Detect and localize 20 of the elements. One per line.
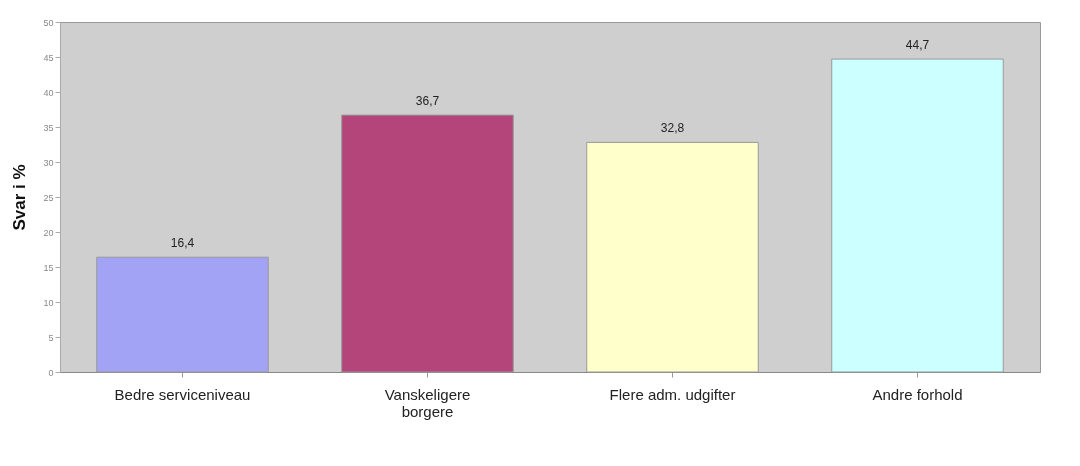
x-tick-label: Bedre serviceniveau	[114, 385, 251, 403]
x-tick-label: Flere adm. udgifter	[609, 385, 736, 403]
data-label: 36,7	[415, 94, 440, 109]
y-tick-label: 40	[43, 87, 54, 98]
y-tick-label: 50	[43, 17, 54, 28]
y-tick-label: 35	[43, 122, 54, 133]
data-label: 44,7	[905, 38, 930, 53]
y-tick-label: 0	[48, 367, 54, 378]
y-tick-label: 25	[43, 192, 54, 203]
y-tick-label: 5	[48, 332, 54, 343]
x-tick-label: Andre forhold	[872, 385, 963, 403]
y-tick-label: 20	[43, 227, 54, 238]
y-axis-title: Svar i %	[10, 164, 30, 231]
data-label: 32,8	[660, 121, 685, 136]
y-tick-label: 15	[43, 262, 54, 273]
y-tick-label: 45	[43, 52, 54, 63]
y-tick-label: 10	[43, 297, 54, 308]
y-tick-label: 30	[43, 157, 54, 168]
x-tick-label: Vanskeligere borgere	[384, 385, 471, 420]
data-label: 16,4	[170, 236, 195, 251]
